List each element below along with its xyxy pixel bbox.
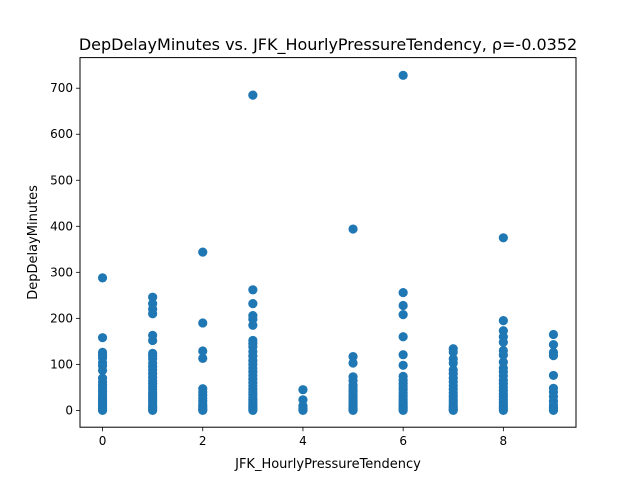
data-point xyxy=(398,287,408,298)
data-point xyxy=(548,351,559,361)
data-point xyxy=(198,346,208,356)
x-axis-label: JFK_HourlyPressureTendency xyxy=(234,457,421,472)
data-point xyxy=(548,339,559,350)
x-tick-label: 4 xyxy=(299,434,307,448)
data-point xyxy=(198,318,208,328)
data-point xyxy=(398,350,408,360)
y-tick-label: 300 xyxy=(50,265,73,279)
data-point xyxy=(248,90,258,100)
data-point xyxy=(498,350,508,360)
x-tick-label: 0 xyxy=(99,434,107,448)
data-point xyxy=(398,332,408,342)
data-point xyxy=(348,358,358,368)
data-point xyxy=(97,405,108,415)
data-point xyxy=(248,320,258,330)
data-point xyxy=(298,405,308,415)
data-point xyxy=(198,405,208,415)
data-point xyxy=(148,335,158,346)
data-point xyxy=(548,405,559,415)
data-point xyxy=(498,337,508,347)
data-point xyxy=(198,247,208,257)
data-point xyxy=(348,351,358,362)
data-point xyxy=(148,292,158,302)
data-point xyxy=(348,405,358,415)
data-point xyxy=(348,224,358,234)
y-tick-label: 700 xyxy=(50,81,73,95)
data-point xyxy=(398,405,408,415)
x-tick-label: 2 xyxy=(199,434,207,448)
data-point xyxy=(97,365,108,375)
y-tick-label: 400 xyxy=(50,219,73,233)
data-point xyxy=(448,358,458,368)
data-point xyxy=(398,310,408,320)
data-point xyxy=(248,405,258,415)
data-points xyxy=(97,70,559,415)
y-axis-label: DepDelayMinutes xyxy=(26,185,41,300)
data-point xyxy=(448,405,458,415)
data-point xyxy=(498,405,508,415)
data-point xyxy=(398,300,408,311)
data-point xyxy=(97,333,108,343)
x-tick-label: 8 xyxy=(500,434,508,448)
data-point xyxy=(97,273,108,283)
y-tick-label: 600 xyxy=(50,127,73,141)
x-axis-ticks: 0 2 4 6 8 xyxy=(99,427,507,448)
data-point xyxy=(148,309,158,319)
data-point xyxy=(548,370,559,381)
data-point xyxy=(448,347,458,357)
y-tick-label: 500 xyxy=(50,173,73,187)
data-point xyxy=(248,299,258,309)
data-point xyxy=(498,233,508,243)
y-axis-ticks: 0 100 200 300 400 500 600 700 xyxy=(50,81,80,417)
data-point xyxy=(298,385,308,395)
chart-title: DepDelayMinutes vs. JFK_HourlyPressureTe… xyxy=(79,35,577,55)
data-point xyxy=(498,316,508,326)
y-tick-label: 200 xyxy=(50,311,73,325)
x-tick-label: 6 xyxy=(399,434,407,448)
data-point xyxy=(398,70,408,80)
data-point xyxy=(398,360,408,370)
y-tick-label: 0 xyxy=(65,403,73,417)
plot-frame xyxy=(79,57,577,428)
data-point xyxy=(548,329,559,340)
y-tick-label: 100 xyxy=(50,357,73,371)
data-point xyxy=(248,285,258,295)
data-point xyxy=(198,353,208,363)
data-point xyxy=(148,405,158,415)
